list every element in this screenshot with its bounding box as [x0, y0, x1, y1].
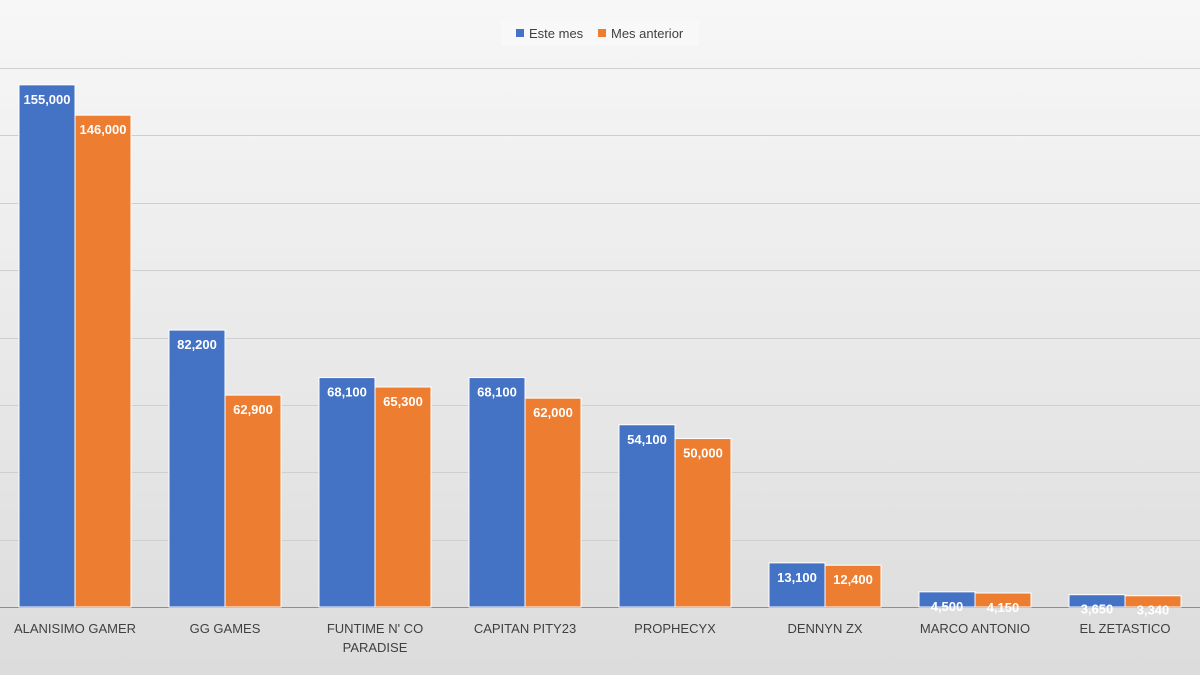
bar: [618, 424, 676, 608]
data-label: 62,000: [533, 405, 573, 420]
bar: [224, 394, 282, 608]
bar: [318, 377, 376, 608]
legend-label-mes-anterior: Mes anterior: [611, 26, 684, 41]
bar: [374, 386, 432, 608]
category-label: MARCO ANTONIO: [920, 621, 1030, 636]
bar: [768, 562, 826, 608]
bar: [168, 329, 226, 608]
bar: [824, 564, 882, 608]
data-label: 146,000: [80, 122, 127, 137]
bar: [468, 377, 526, 608]
bar: [18, 84, 76, 608]
data-label: 65,300: [383, 394, 423, 409]
bar: [74, 114, 132, 608]
bar: [674, 438, 732, 608]
category-labels: ALANISIMO GAMER GG GAMES FUNTIME N' CO PARA…: [14, 621, 1171, 655]
data-label: 68,100: [327, 385, 367, 400]
bar: [974, 592, 1032, 608]
category-label: EL ZETASTICO: [1079, 621, 1170, 636]
data-label: 62,900: [233, 402, 273, 417]
category-label: CAPITAN PITY23: [474, 621, 576, 636]
legend-swatch-este-mes: [516, 29, 524, 37]
category-label: GG GAMES: [190, 621, 261, 636]
data-label: 68,100: [477, 385, 517, 400]
bar: [1124, 595, 1182, 608]
data-label: 155,000: [24, 92, 71, 107]
data-label: 82,200: [177, 337, 217, 352]
legend: Este mes Mes anterior: [501, 20, 699, 46]
data-labels: 155,000 146,000 82,200 62,900 68,100 65,300 68…: [24, 92, 1170, 618]
data-label: 4,150: [987, 600, 1020, 615]
category-label: FUNTIME N' CO PARADISE: [327, 621, 423, 655]
data-label: 3,650: [1081, 602, 1114, 617]
data-label: 4,500: [931, 599, 964, 614]
data-label: 13,100: [777, 570, 817, 585]
data-label: 54,100: [627, 432, 667, 447]
category-label: ALANISIMO GAMER: [14, 621, 136, 636]
bar: [524, 397, 582, 608]
category-label: PROPHECYX: [634, 621, 716, 636]
category-label: DENNYN ZX: [787, 621, 862, 636]
legend-swatch-mes-anterior: [598, 29, 606, 37]
data-label: 12,400: [833, 572, 873, 587]
legend-label-este-mes: Este mes: [529, 26, 584, 41]
data-label: 50,000: [683, 446, 723, 461]
bars: [18, 84, 1182, 608]
data-label: 3,340: [1137, 603, 1170, 618]
